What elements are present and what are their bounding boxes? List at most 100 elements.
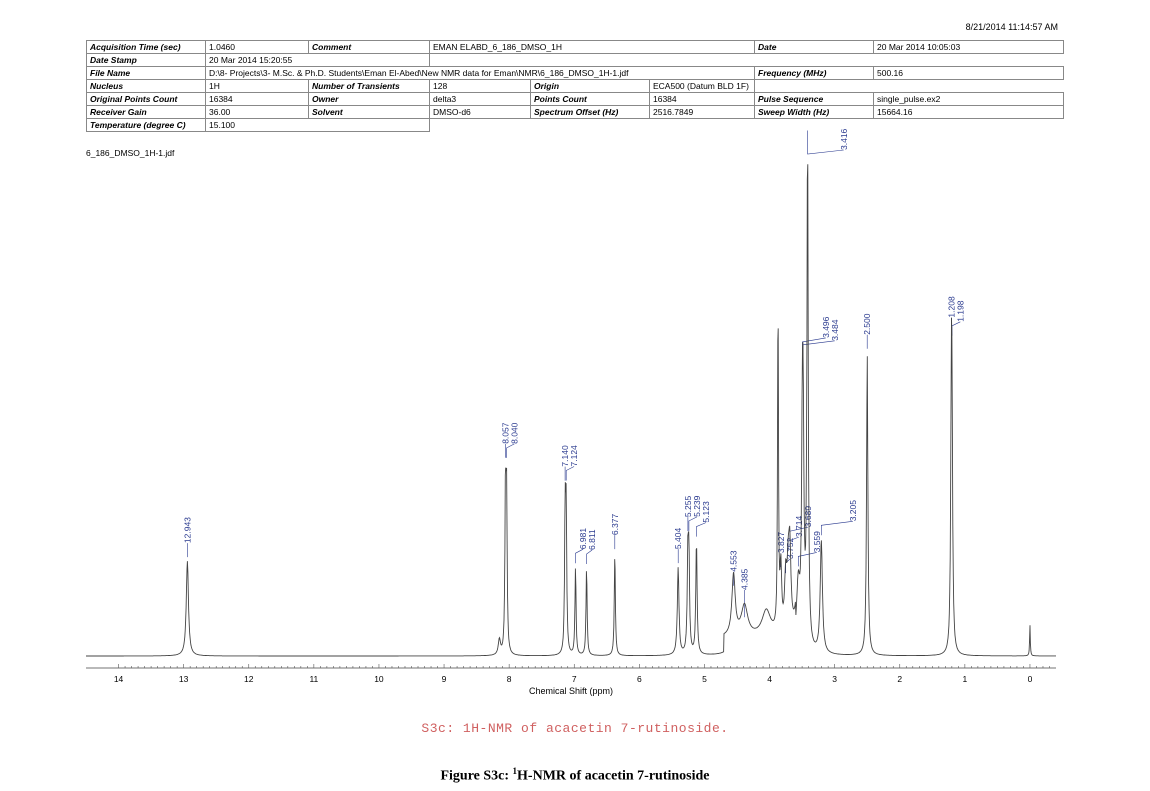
peak-label-text: 1.198 bbox=[955, 300, 965, 322]
acquisition-parameters-table: Acquisition Time (sec) 1.0460 Comment EM… bbox=[86, 40, 1064, 132]
peak-label-text: 3.714 bbox=[794, 516, 804, 538]
peak-label: 4.385 bbox=[740, 568, 750, 618]
peak-label: 6.377 bbox=[610, 514, 620, 550]
peak-label-text: 7.124 bbox=[569, 445, 579, 467]
peak-label: 5.123 bbox=[696, 501, 711, 537]
peak-label-text: 8.040 bbox=[509, 422, 519, 444]
peak-label: 6.981 bbox=[575, 528, 588, 564]
param-label: Spectrum Offset (Hz) bbox=[530, 105, 650, 119]
timestamp: 8/21/2014 11:14:57 AM bbox=[965, 22, 1058, 32]
peak-label-text: 6.377 bbox=[610, 514, 620, 536]
x-tick-label: 13 bbox=[179, 674, 189, 684]
x-tick-label: 14 bbox=[114, 674, 124, 684]
peak-label-text: 5.123 bbox=[701, 501, 711, 523]
peak-label-text: 6.981 bbox=[578, 528, 588, 550]
x-axis: 14 13 12 11 10 9 8 7 6 5 4 3 2 1 0 bbox=[86, 664, 1056, 684]
caption-text: H-NMR of acacetin 7-rutinoside bbox=[517, 768, 710, 784]
peak-label: 5.255 bbox=[683, 496, 693, 532]
x-tick-label: 10 bbox=[374, 674, 384, 684]
caption-superscript: 1 bbox=[512, 766, 518, 776]
peak-label: 3.205 bbox=[821, 500, 858, 536]
x-tick-label: 3 bbox=[832, 674, 837, 684]
x-tick-label: 1 bbox=[962, 674, 967, 684]
param-label: Sweep Width (Hz) bbox=[754, 105, 874, 119]
peak-label-leader bbox=[565, 466, 575, 481]
x-tick-label: 7 bbox=[572, 674, 577, 684]
x-tick-label: 6 bbox=[637, 674, 642, 684]
file-label: 6_186_DMSO_1H-1.jdf bbox=[86, 148, 175, 158]
param-row: Nucleus 1H Number of Transients 128 Orig… bbox=[86, 79, 1064, 93]
param-row: Acquisition Time (sec) 1.0460 Comment EM… bbox=[86, 40, 1064, 54]
peak-label: 7.140 bbox=[560, 445, 570, 481]
peak-label: 3.752 bbox=[785, 538, 795, 574]
param-value: 15.100 bbox=[205, 118, 430, 132]
peak-label-text: 5.239 bbox=[692, 495, 702, 517]
peak-label-text: 3.559 bbox=[812, 531, 822, 553]
peak-label: 5.404 bbox=[673, 528, 683, 564]
peak-label-leader bbox=[506, 443, 515, 458]
peak-label: 3.559 bbox=[798, 531, 822, 567]
peak-label-leader bbox=[696, 522, 707, 537]
peak-label-text: 3.752 bbox=[785, 538, 795, 560]
peak-label-leader bbox=[586, 549, 593, 564]
peak-label: 8.057 bbox=[500, 422, 510, 458]
peak-label: 6.811 bbox=[586, 529, 597, 564]
peak-label-text: 3.827 bbox=[776, 532, 786, 554]
x-axis-title: Chemical Shift (ppm) bbox=[529, 686, 613, 696]
peak-label: 5.239 bbox=[688, 495, 702, 531]
peak-label: 2.500 bbox=[862, 313, 872, 349]
param-row: Temperature (degree C) 15.100 bbox=[86, 118, 1064, 132]
peak-label-leader bbox=[575, 548, 584, 564]
peak-label-leader bbox=[688, 516, 698, 531]
param-value: EMAN ELABD_6_186_DMSO_1H bbox=[429, 40, 755, 54]
peak-label-text: 3.416 bbox=[839, 128, 849, 150]
x-tick-label: 12 bbox=[244, 674, 254, 684]
caption-prefix: Figure S3c: bbox=[440, 768, 513, 784]
peak-label: 8.040 bbox=[506, 422, 519, 458]
x-tick-label: 0 bbox=[1028, 674, 1033, 684]
peak-label-text: 3.496 bbox=[821, 316, 831, 338]
param-label: Date bbox=[754, 40, 874, 54]
param-value: 20 Mar 2014 10:05:03 bbox=[873, 40, 1064, 54]
peak-label-leader bbox=[802, 337, 826, 352]
x-tick-label: 5 bbox=[702, 674, 707, 684]
peak-labels: 12.943 8.057 8.040 7.140 7.124 6.981 6.811 6.37… bbox=[182, 128, 965, 618]
param-label: Temperature (degree C) bbox=[86, 118, 206, 132]
spectrum-trace bbox=[86, 164, 1056, 657]
peak-label-text: 3.205 bbox=[848, 500, 858, 522]
peak-label: 3.416 bbox=[807, 128, 849, 155]
peak-label-text: 5.404 bbox=[673, 528, 683, 550]
peak-label-leader bbox=[798, 552, 817, 567]
figure-caption: Figure S3c: 1H-NMR of acacetin 7-rutinos… bbox=[0, 766, 1150, 785]
x-tick-label: 2 bbox=[897, 674, 902, 684]
param-value: DMSO-d6 bbox=[429, 105, 531, 119]
peak-label: 12.943 bbox=[182, 517, 192, 558]
peak-label-leader bbox=[951, 321, 961, 336]
param-label: Frequency (MHz) bbox=[754, 66, 874, 80]
peak-label-text: 7.140 bbox=[560, 445, 570, 467]
peak-label-text: 3.484 bbox=[830, 319, 840, 341]
peak-label-text: 8.057 bbox=[500, 422, 510, 444]
figure-subcaption: S3c: 1H-NMR of acacetin 7-rutinoside. bbox=[421, 721, 729, 736]
peak-label-text: 6.811 bbox=[587, 529, 597, 550]
peak-label-leader bbox=[821, 521, 853, 536]
peak-label: 4.553 bbox=[729, 550, 739, 586]
x-tick-label: 9 bbox=[442, 674, 447, 684]
peak-label-text: 12.943 bbox=[182, 517, 192, 543]
param-row: File Name D:\8- Projects\3- M.Sc. & Ph.D… bbox=[86, 66, 1064, 80]
peak-label-text: 5.255 bbox=[683, 496, 693, 518]
x-tick-label: 11 bbox=[309, 674, 318, 684]
peak-label-text: 2.500 bbox=[862, 313, 872, 335]
x-tick-label: 4 bbox=[767, 674, 772, 684]
param-value: 500.16 bbox=[873, 66, 1064, 80]
peak-label-text: 4.385 bbox=[740, 568, 750, 590]
peak-label: 7.124 bbox=[565, 445, 579, 481]
peak-label-text: 4.553 bbox=[729, 550, 739, 572]
param-value: 15664.16 bbox=[873, 105, 1064, 119]
peak-label-leader bbox=[807, 130, 844, 155]
peak-label-text: 1.208 bbox=[946, 296, 956, 318]
x-tick-label: 8 bbox=[507, 674, 512, 684]
param-row: Receiver Gain 36.00 Solvent DMSO-d6 Spec… bbox=[86, 105, 1064, 119]
peak-label-text: 3.689 bbox=[803, 506, 813, 528]
